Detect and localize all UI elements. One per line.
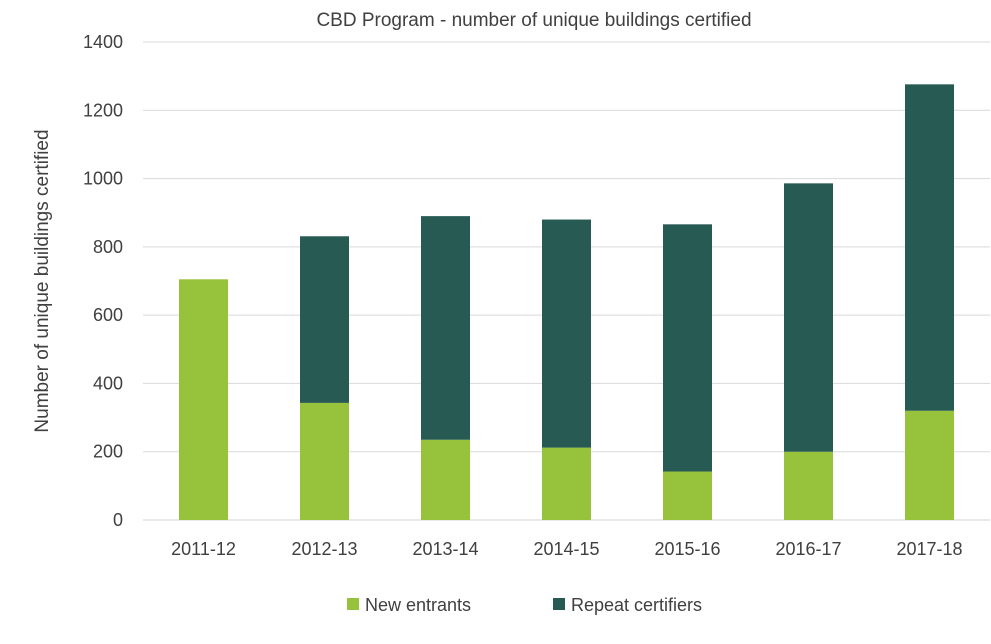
x-tick-label: 2011-12 xyxy=(171,539,236,559)
y-tick-label: 1000 xyxy=(83,169,123,189)
y-axis-ticks: 0 200 400 600 800 1000 1200 1400 xyxy=(83,32,123,530)
legend-label: Repeat certifiers xyxy=(571,595,702,615)
bar-repeat-certifiers xyxy=(905,84,954,411)
x-tick-label: 2012-13 xyxy=(291,539,357,559)
y-tick-label: 1200 xyxy=(83,100,123,120)
bar-repeat-certifiers xyxy=(300,236,349,403)
bar-repeat-certifiers xyxy=(421,216,470,440)
x-tick-label: 2015-16 xyxy=(654,539,720,559)
bar-repeat-certifiers xyxy=(663,224,712,472)
x-tick-label: 2016-17 xyxy=(775,539,841,559)
y-tick-label: 400 xyxy=(93,373,123,393)
bar-new-entrants xyxy=(300,402,349,520)
y-tick-label: 600 xyxy=(93,305,123,325)
bar-new-entrants xyxy=(905,410,954,520)
bar-repeat-certifiers xyxy=(542,219,591,448)
legend-swatch xyxy=(553,598,565,610)
x-axis-ticks: 2011-12 2012-13 2013-14 2014-15 2015-16 2016-… xyxy=(171,539,962,559)
bar-new-entrants xyxy=(179,279,228,520)
bar-new-entrants xyxy=(784,451,833,520)
y-tick-label: 1400 xyxy=(83,32,123,52)
y-tick-label: 800 xyxy=(93,237,123,257)
bars xyxy=(179,84,954,520)
bar-new-entrants xyxy=(663,471,712,520)
y-axis-title: Number of unique buildings certified xyxy=(32,129,53,432)
bar-new-entrants xyxy=(421,439,470,520)
bar-new-entrants xyxy=(542,447,591,520)
legend: New entrants Repeat certifiers xyxy=(347,595,702,615)
bar-repeat-certifiers xyxy=(784,183,833,452)
x-tick-label: 2014-15 xyxy=(533,539,599,559)
y-tick-label: 200 xyxy=(93,442,123,462)
legend-label: New entrants xyxy=(365,595,471,615)
x-tick-label: 2017-18 xyxy=(896,539,962,559)
chart-title: CBD Program - number of unique buildings… xyxy=(316,10,751,31)
y-tick-label: 0 xyxy=(113,510,123,530)
legend-swatch xyxy=(347,598,359,610)
x-tick-label: 2013-14 xyxy=(412,539,478,559)
